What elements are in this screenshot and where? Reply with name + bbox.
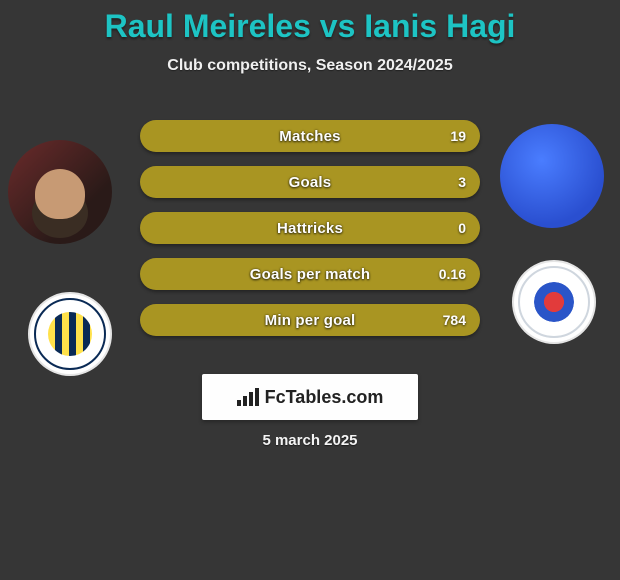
stat-bar: Goals 3 (140, 166, 480, 198)
stat-value: 0.16 (439, 258, 466, 290)
stat-value: 19 (450, 120, 466, 152)
stat-bar: Hattricks 0 (140, 212, 480, 244)
player-right-avatar (500, 124, 604, 228)
page-title: Raul Meireles vs Ianis Hagi (0, 0, 620, 45)
stat-bar: Matches 19 (140, 120, 480, 152)
stat-label: Matches (140, 120, 480, 152)
footer-date: 5 march 2025 (0, 432, 620, 449)
stat-value: 784 (443, 304, 466, 336)
brand-text: FcTables.com (265, 387, 384, 408)
page-subtitle: Club competitions, Season 2024/2025 (0, 57, 620, 75)
stat-value: 0 (458, 212, 466, 244)
brand-badge: FcTables.com (202, 374, 418, 420)
club-badge-right (512, 260, 596, 344)
club-badge-left (28, 292, 112, 376)
stat-label: Goals per match (140, 258, 480, 290)
stat-bar: Min per goal 784 (140, 304, 480, 336)
stat-value: 3 (458, 166, 466, 198)
stat-label: Hattricks (140, 212, 480, 244)
player-left-avatar (8, 140, 112, 244)
stat-label: Min per goal (140, 304, 480, 336)
stats-bars: Matches 19 Goals 3 Hattricks 0 Goals per… (140, 120, 480, 350)
stat-bar: Goals per match 0.16 (140, 258, 480, 290)
stat-label: Goals (140, 166, 480, 198)
bar-chart-icon (237, 388, 259, 406)
